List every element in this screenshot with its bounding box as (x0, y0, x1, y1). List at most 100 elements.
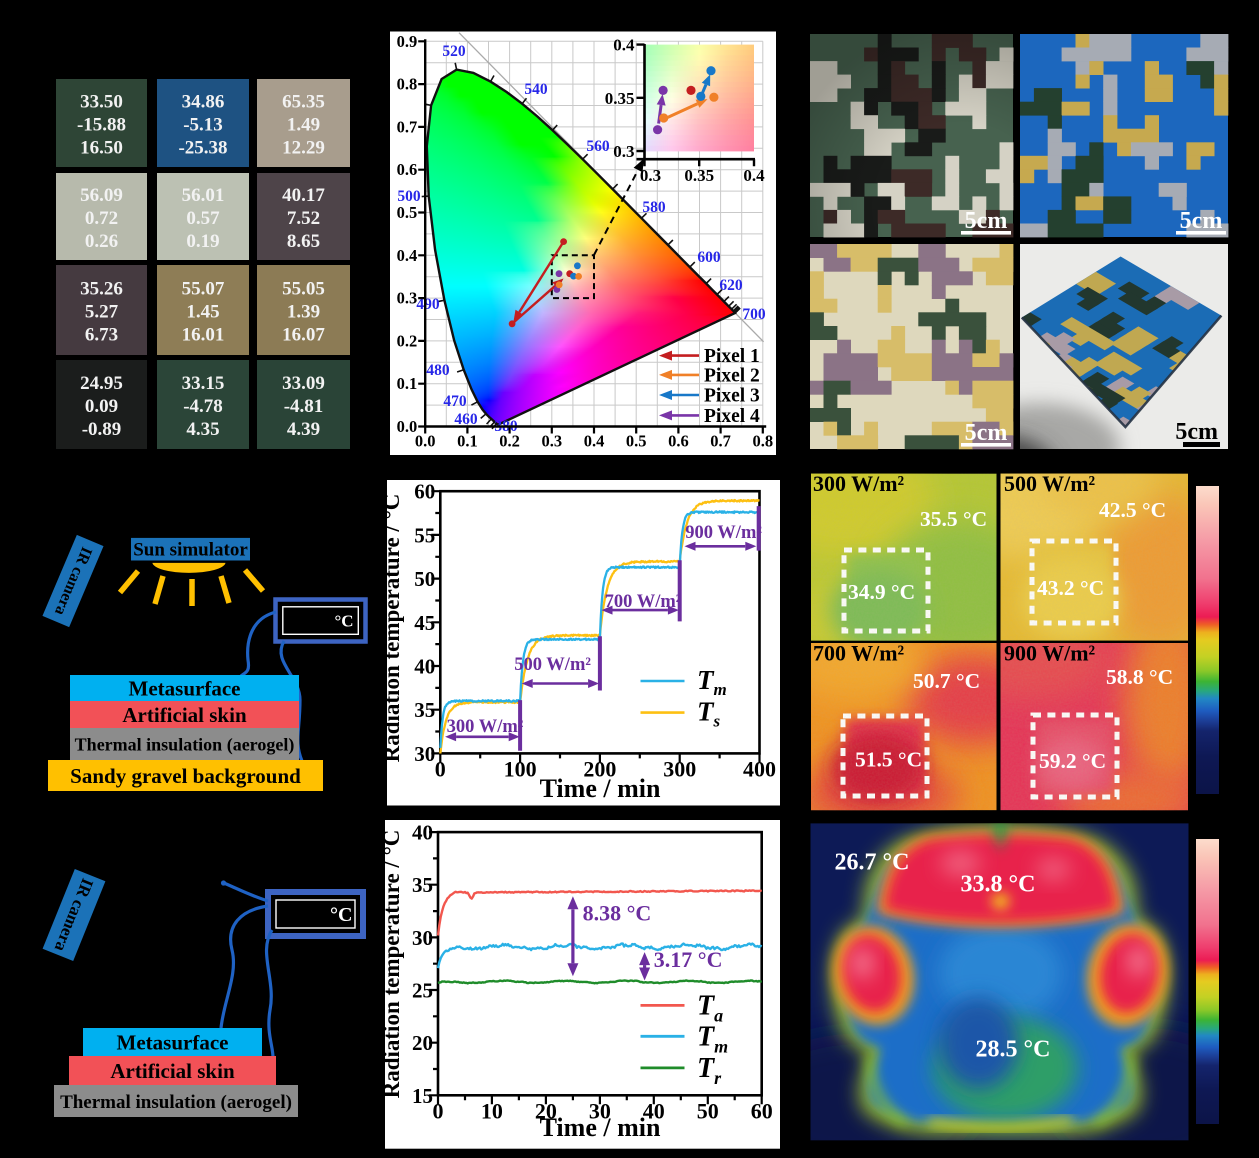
svg-text:Artificial skin: Artificial skin (122, 703, 247, 727)
svg-text:0.2: 0.2 (397, 331, 418, 350)
svg-text:5cm: 5cm (965, 420, 1008, 446)
svg-text:°C: °C (330, 904, 352, 926)
svg-text:35: 35 (414, 698, 435, 722)
svg-text:Thermal insulation (aerogel): Thermal insulation (aerogel) (75, 735, 295, 756)
svg-text:26.7 °C: 26.7 °C (835, 849, 910, 875)
svg-text:-5.13: -5.13 (183, 115, 223, 136)
svg-text:0.1: 0.1 (457, 432, 478, 451)
svg-text:0.26: 0.26 (85, 231, 118, 252)
svg-text:7.52: 7.52 (287, 208, 320, 229)
svg-text:0.9: 0.9 (397, 32, 418, 51)
svg-text:15: 15 (412, 1084, 433, 1108)
svg-text:0.3: 0.3 (541, 432, 562, 451)
svg-text:50: 50 (697, 1098, 719, 1123)
svg-text:580: 580 (642, 199, 666, 216)
svg-text:5.27: 5.27 (85, 302, 119, 323)
svg-text:33.09: 33.09 (282, 373, 325, 394)
svg-text:0.6: 0.6 (668, 432, 689, 451)
svg-text:0: 0 (435, 756, 446, 781)
svg-text:470: 470 (443, 393, 467, 410)
svg-text:42.5 °C: 42.5 °C (1099, 498, 1166, 522)
svg-text:Pixel 2: Pixel 2 (704, 365, 760, 386)
svg-text:5cm: 5cm (1180, 208, 1223, 234)
svg-text:40: 40 (412, 821, 433, 845)
svg-text:60: 60 (414, 480, 435, 504)
svg-text:0.6: 0.6 (397, 160, 418, 179)
svg-text:30: 30 (589, 1098, 611, 1123)
svg-text:56.09: 56.09 (80, 185, 123, 206)
svg-text:28.5 °C: 28.5 °C (976, 1036, 1051, 1062)
svg-text:Pixel 3: Pixel 3 (704, 386, 760, 407)
svg-text:24.95: 24.95 (80, 373, 123, 394)
svg-text:Sun simulator: Sun simulator (133, 540, 248, 561)
svg-text:Metasurface: Metasurface (117, 1030, 229, 1054)
svg-text:3.17 °C: 3.17 °C (654, 947, 723, 972)
svg-text:Pixel 1: Pixel 1 (704, 346, 760, 367)
svg-text:16.01: 16.01 (182, 325, 225, 346)
svg-text:12.29: 12.29 (282, 138, 325, 159)
svg-text:16.50: 16.50 (80, 138, 123, 159)
svg-text:25: 25 (412, 979, 433, 1003)
svg-text:59.2 °C: 59.2 °C (1039, 749, 1106, 773)
svg-text:58.8 °C: 58.8 °C (1106, 665, 1173, 689)
svg-text:0.0: 0.0 (397, 417, 418, 436)
svg-text:0.4: 0.4 (584, 432, 605, 451)
svg-text:560: 560 (586, 138, 610, 155)
svg-text:900 W/m²: 900 W/m² (1004, 641, 1096, 666)
svg-text:300 W/m²: 300 W/m² (813, 471, 905, 496)
svg-text:0.7: 0.7 (397, 117, 418, 136)
svg-text:-15.88: -15.88 (77, 115, 126, 136)
svg-text:500 W/m²: 500 W/m² (1004, 471, 1096, 496)
svg-text:-25.38: -25.38 (178, 138, 227, 159)
svg-text:35: 35 (412, 873, 433, 897)
svg-text:55: 55 (414, 523, 435, 547)
svg-text:55.05: 55.05 (282, 279, 325, 300)
svg-text:700 W/m²: 700 W/m² (605, 592, 682, 612)
svg-text:Pixel 4: Pixel 4 (704, 406, 760, 427)
svg-text:50: 50 (414, 567, 435, 591)
svg-text:4.39: 4.39 (287, 419, 320, 440)
svg-text:0.35: 0.35 (605, 89, 635, 108)
svg-text:500 W/m²: 500 W/m² (514, 655, 591, 675)
svg-text:Radiation temperature / °C: Radiation temperature / °C (379, 494, 404, 763)
svg-text:33.15: 33.15 (182, 373, 225, 394)
svg-text:40: 40 (643, 1098, 665, 1123)
svg-text:0.1: 0.1 (397, 374, 418, 393)
svg-text:1.45: 1.45 (186, 302, 219, 323)
svg-text:10: 10 (481, 1098, 503, 1123)
svg-text:43.2 °C: 43.2 °C (1037, 576, 1104, 600)
svg-text:0: 0 (433, 1098, 444, 1123)
svg-text:16.07: 16.07 (282, 325, 325, 346)
svg-text:0.19: 0.19 (186, 231, 219, 252)
svg-text:0.09: 0.09 (85, 396, 118, 417)
svg-text:8.65: 8.65 (287, 231, 320, 252)
svg-text:51.5 °C: 51.5 °C (855, 748, 922, 772)
svg-text:5cm: 5cm (965, 208, 1008, 234)
svg-text:Artificial skin: Artificial skin (110, 1059, 235, 1083)
svg-text:56.01: 56.01 (182, 185, 225, 206)
svg-text:0.4: 0.4 (743, 166, 765, 185)
svg-text:0.0: 0.0 (415, 432, 436, 451)
svg-text:700 W/m²: 700 W/m² (813, 641, 905, 666)
svg-text:°C: °C (335, 612, 354, 631)
svg-text:40: 40 (414, 655, 435, 679)
svg-text:20: 20 (535, 1098, 557, 1123)
svg-text:65.35: 65.35 (282, 92, 325, 113)
svg-text:Time / min: Time / min (540, 774, 661, 803)
svg-text:480: 480 (426, 362, 450, 379)
svg-text:Tm: Tm (697, 665, 727, 699)
svg-text:45: 45 (414, 611, 435, 635)
svg-text:Radiation temperature / °C: Radiation temperature / °C (379, 830, 404, 1099)
svg-text:500: 500 (397, 188, 421, 205)
svg-text:35.5 °C: 35.5 °C (920, 507, 987, 531)
svg-text:520: 520 (442, 43, 466, 60)
svg-text:1.49: 1.49 (287, 115, 320, 136)
svg-text:-4.78: -4.78 (183, 396, 223, 417)
svg-text:490: 490 (416, 296, 440, 313)
svg-text:0.5: 0.5 (626, 432, 647, 451)
svg-text:0.35: 0.35 (684, 166, 714, 185)
svg-text:0.2: 0.2 (499, 432, 520, 451)
svg-text:0.72: 0.72 (85, 208, 118, 229)
svg-text:0.4: 0.4 (397, 246, 418, 265)
svg-text:50.7 °C: 50.7 °C (913, 669, 980, 693)
